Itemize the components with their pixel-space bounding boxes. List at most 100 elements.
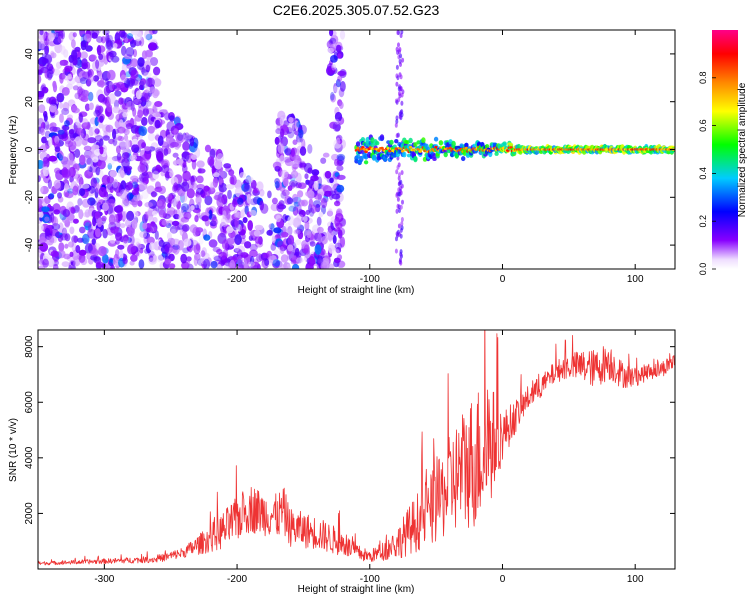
spectrogram-cell	[86, 157, 93, 165]
spectrogram-cell	[296, 214, 304, 222]
spectrogram-cell	[129, 198, 139, 206]
spectrogram-cell	[394, 122, 398, 128]
spectrogram-cell	[164, 258, 172, 265]
spectrogram-cell	[334, 200, 341, 207]
spectrogram-cell	[54, 146, 61, 153]
spectrogram-cell	[362, 147, 367, 151]
spectrogram-cell	[328, 230, 333, 242]
spectrogram-cell	[401, 57, 405, 63]
spectrogram-cell	[284, 148, 292, 156]
spectrogram-cell	[62, 68, 68, 75]
spectrogram-cell	[110, 226, 119, 234]
spectrogram-cell	[399, 257, 402, 263]
spectrogram-cell	[397, 97, 401, 103]
spectrogram-cell	[148, 255, 154, 262]
spectrogram-cell	[310, 204, 317, 214]
spectrogram-cell	[307, 167, 313, 174]
spectrogram-cell	[395, 169, 399, 175]
spectrogram-cell	[132, 181, 138, 189]
spectrogram-cell	[72, 32, 77, 38]
spectrogram-cell	[211, 165, 216, 175]
spectrogram-cell	[339, 30, 346, 40]
spectrogram-cell	[107, 69, 116, 81]
spectrogram-cell	[370, 142, 375, 148]
spectrogram-cell	[256, 181, 264, 192]
spectrogram-cell	[124, 152, 129, 164]
spectrogram-cell	[102, 228, 108, 239]
spectrogram-cell	[38, 92, 45, 100]
spectrogram-cell	[57, 249, 66, 259]
spectrogram-cell	[145, 77, 155, 88]
spectrogram-cell	[399, 249, 403, 255]
spectrogram-cell	[314, 244, 322, 255]
spectrogram-cell	[49, 126, 58, 132]
spectrogram-cell	[129, 260, 135, 266]
spectrogram-cell	[400, 225, 404, 231]
y-tick-label: 40	[24, 48, 35, 60]
spectrogram-cell	[175, 134, 185, 144]
spectrogram-cell	[122, 111, 128, 118]
spectrogram-cell	[138, 84, 144, 90]
spectrogram-cell	[109, 186, 114, 194]
spectrogram-cell	[398, 111, 402, 117]
colorbar-tick-label: 0.8	[698, 72, 708, 85]
spectrogram-cell	[494, 151, 499, 156]
spectrogram-cell	[130, 30, 140, 36]
spectrogram-cell	[171, 220, 180, 227]
spectrogram-cell	[186, 188, 195, 199]
spectrogram-cell	[182, 224, 190, 232]
spectrogram-cell	[119, 119, 124, 127]
spectrogram-cell	[70, 206, 76, 214]
spectrogram-cell	[72, 85, 79, 91]
spectrogram-cell	[246, 193, 251, 204]
spectrogram-cell	[58, 73, 66, 80]
spectrogram-cell	[150, 191, 158, 197]
spectrogram-cell	[126, 63, 132, 69]
x-tick-label: -300	[94, 574, 114, 585]
spectrogram-cell	[318, 211, 324, 218]
spectrogram-cell	[379, 134, 385, 141]
spectrogram-cell	[81, 71, 91, 80]
spectrogram-cell	[165, 170, 170, 181]
spectrogram-cell	[111, 55, 120, 63]
spectrogram-cell	[210, 182, 216, 192]
spectrogram-cell	[116, 145, 121, 154]
spectrogram-cell	[84, 222, 91, 231]
spectrogram-cell	[132, 107, 137, 117]
spectrogram-cell	[149, 223, 158, 233]
colorbar-label: Normalized spectral amplitude	[737, 82, 748, 217]
spectrogram-cell	[126, 33, 134, 40]
spectrogram-cell	[139, 163, 146, 172]
spectrogram-cell	[53, 37, 62, 45]
y-tick-label: 4000	[24, 446, 35, 469]
spectrogram-cell	[99, 115, 104, 124]
spectrogram-cell	[329, 45, 336, 53]
spectrogram-cell	[74, 46, 81, 52]
spectrogram-cell	[170, 246, 178, 254]
spectrogram-cell	[337, 238, 345, 249]
spectrogram-cell	[229, 259, 236, 269]
spectrogram-cell	[399, 74, 403, 80]
spectrogram-cell	[337, 229, 343, 239]
spectrogram-cell	[194, 215, 199, 223]
spectrogram-cell	[82, 233, 90, 245]
spectrogram-cell	[40, 143, 47, 152]
spectrogram-cell	[195, 242, 201, 251]
spectrogram-cell	[142, 222, 148, 230]
spectrogram-cell	[142, 153, 151, 162]
spectrogram-cell	[50, 250, 59, 257]
spectrogram-cell	[194, 204, 200, 211]
spectrogram-cell	[193, 255, 199, 267]
spectrogram-cell	[299, 133, 304, 143]
spectrogram-cell	[127, 243, 137, 253]
spectrogram-cell	[122, 235, 129, 244]
y-tick-label: 20	[24, 96, 35, 108]
spectrogram-cell	[399, 33, 403, 39]
spectrogram-cell	[107, 198, 116, 208]
spectrogram-cell	[305, 209, 310, 216]
snr-series-line	[38, 330, 675, 566]
spectrogram-cell	[399, 62, 402, 67]
spectrogram-cell	[397, 187, 401, 193]
spectrogram-cell	[96, 36, 104, 43]
spectrogram-cell	[277, 240, 285, 250]
